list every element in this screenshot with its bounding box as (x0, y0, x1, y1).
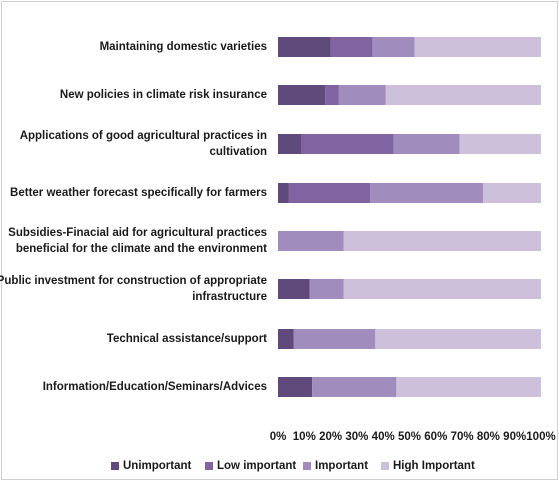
x-tick-label: 50% (398, 431, 421, 443)
bar-segment-4-3 (278, 231, 344, 251)
bar-segment-0-2 (330, 37, 373, 57)
category-label: Public investment for construction of ap… (0, 275, 267, 287)
bar-segment-5-1 (278, 279, 310, 299)
x-tick-label: 30% (345, 431, 368, 443)
bar-segment-6-3 (293, 329, 376, 349)
bar-segment-7-4 (396, 377, 541, 397)
bar-segment-0-3 (372, 37, 415, 57)
x-tick-label: 20% (319, 431, 342, 443)
category-label: New policies in climate risk insurance (60, 89, 267, 101)
legend-label: Unimportant (123, 460, 192, 472)
category-label: Maintaining domestic varieties (100, 41, 267, 53)
bar-segment-3-2 (288, 183, 371, 203)
bar-segment-0-4 (414, 37, 541, 57)
bar-segment-3-1 (278, 183, 289, 203)
bar-segment-7-1 (278, 377, 313, 397)
bar-segment-1-4 (385, 85, 541, 105)
x-tick-label: 60% (424, 431, 447, 443)
category-label: beneficial for the climate and the envir… (16, 243, 267, 255)
bar-segment-7-3 (312, 377, 397, 397)
bar-segment-0-1 (278, 37, 331, 57)
x-tick-label: 100% (526, 431, 555, 443)
bar-segment-1-2 (325, 85, 339, 105)
category-label: Better weather forecast specifically for… (10, 187, 267, 199)
category-label: Applications of good agricultural practi… (20, 130, 267, 142)
bar-segment-3-3 (370, 183, 484, 203)
legend-swatch (111, 462, 119, 470)
bar-segment-5-3 (309, 279, 344, 299)
legend-label: Low important (217, 460, 296, 472)
legend-swatch (303, 462, 311, 470)
category-label: Information/Education/Seminars/Advices (43, 381, 267, 393)
x-tick-label: 90% (503, 431, 526, 443)
category-label: Technical assistance/support (107, 333, 267, 345)
legend: Unimportant Low important Important High Im… (111, 460, 475, 472)
bar-segment-2-2 (301, 134, 394, 154)
bar-segment-1-1 (278, 85, 326, 105)
legend-label: Important (315, 460, 368, 472)
x-tick-labels-group: 0% 10% 20% 30% 40% 50% 60% 70% 80% 90% 100% (270, 431, 556, 443)
bar-segment-2-1 (278, 134, 302, 154)
bars-group (278, 37, 541, 397)
bar-segment-5-4 (343, 279, 541, 299)
legend-label: High Important (393, 460, 475, 472)
bar-segment-6-4 (375, 329, 541, 349)
x-tick-label: 0% (270, 431, 287, 443)
category-label: infrastructure (192, 291, 267, 303)
bar-segment-3-4 (483, 183, 541, 203)
bar-segment-1-3 (338, 85, 386, 105)
bar-segment-2-3 (393, 134, 460, 154)
legend-swatch (205, 462, 213, 470)
bar-segment-6-1 (278, 329, 294, 349)
x-tick-label: 10% (293, 431, 316, 443)
legend-swatch (381, 462, 389, 470)
category-label: Subsidies-Finacial aid for agricultural … (8, 227, 267, 239)
bar-segment-4-4 (343, 231, 541, 251)
bar-segment-2-4 (459, 134, 541, 154)
x-tick-label: 70% (451, 431, 474, 443)
x-tick-label: 40% (372, 431, 395, 443)
category-labels-group: Maintaining domestic varieties New polici… (0, 41, 267, 393)
category-label: cultivation (209, 146, 267, 158)
x-tick-label: 80% (477, 431, 500, 443)
